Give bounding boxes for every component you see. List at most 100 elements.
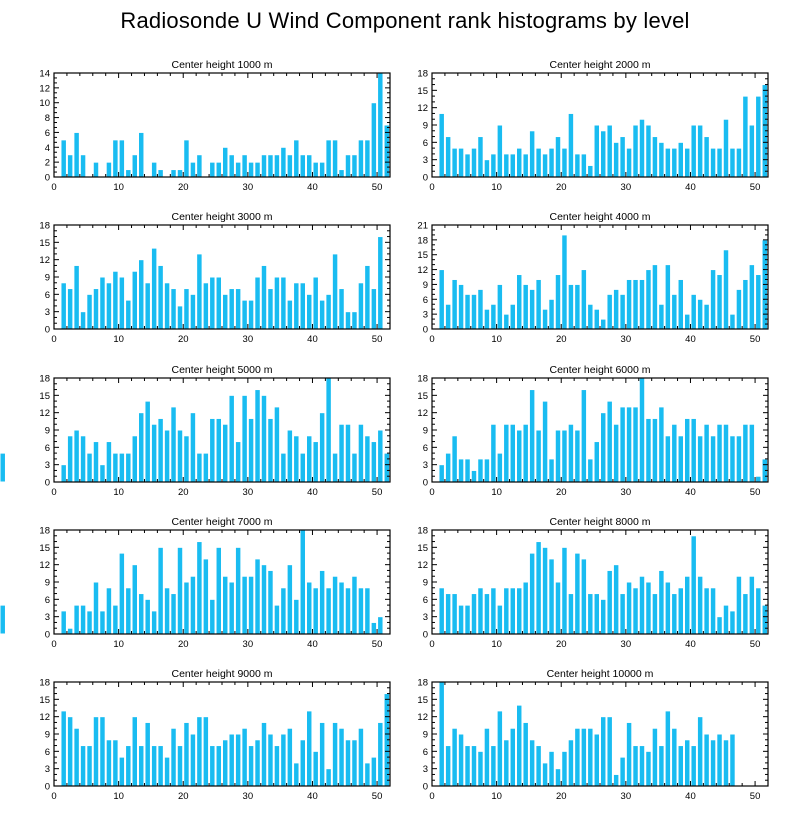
histogram-bar <box>651 264 659 330</box>
histogram-bar <box>202 282 210 330</box>
histogram-bar <box>464 604 471 635</box>
histogram-bar <box>338 288 345 330</box>
x-tick-label: 40 <box>307 487 318 498</box>
histogram-panel-2: Center height 2000 m 0 3 6 9 12 15 18 0 10 20 30 40 5… <box>417 59 769 193</box>
histogram-bar <box>574 283 581 330</box>
histogram-bar <box>131 154 139 178</box>
y-tick-label: 3 <box>45 764 50 775</box>
histogram-bar <box>370 288 378 330</box>
y-tick-label: 9 <box>45 426 50 437</box>
histogram-bar <box>144 721 151 787</box>
histogram-bar <box>273 154 281 178</box>
histogram-bar <box>703 303 710 330</box>
histogram-bar <box>260 154 268 178</box>
histogram-bar <box>189 412 197 483</box>
y-tick-label: 15 <box>39 543 50 554</box>
histogram-bar <box>144 282 151 330</box>
histogram-bar <box>729 435 736 483</box>
histogram-bar <box>748 264 756 330</box>
histogram-bar <box>280 452 287 483</box>
histogram-bar <box>755 274 762 330</box>
histogram-bar <box>541 762 549 787</box>
histogram-bar <box>247 745 255 787</box>
histogram-bar <box>658 569 665 635</box>
histogram-bar <box>645 124 652 178</box>
histogram-bar <box>196 253 203 330</box>
histogram-panel-5: Center height 5000 m 0 3 6 9 12 15 18 0 10 20 30 40 5… <box>39 364 391 498</box>
x-tick-label: 20 <box>178 639 189 650</box>
histogram-bar <box>325 293 332 330</box>
y-tick-label: 18 <box>417 678 428 689</box>
histogram-bar <box>716 147 723 178</box>
histogram-bar <box>254 389 261 483</box>
histogram-bar <box>73 429 80 483</box>
histogram-bar <box>247 417 255 483</box>
histogram-bar <box>157 169 164 178</box>
histogram-bar <box>503 153 510 178</box>
histogram-bar <box>351 575 358 635</box>
y-tick-label: 15 <box>417 391 428 402</box>
histogram-bar <box>60 464 67 483</box>
x-tick-label: 20 <box>178 182 189 193</box>
x-tick-label: 0 <box>429 791 434 802</box>
histogram-bar <box>150 161 158 178</box>
histogram-bar <box>125 169 132 178</box>
histogram-bar <box>438 464 445 483</box>
histogram-panel-7: Center height 7000 m 0 3 6 9 12 15 18 0 10 20 30 40 5… <box>39 516 391 650</box>
histogram-bar <box>189 733 197 787</box>
histogram-bar <box>247 161 255 178</box>
histogram-bar <box>163 282 171 330</box>
y-tick-label: 3 <box>423 155 428 166</box>
x-tick-label: 30 <box>621 334 632 345</box>
y-tick-label: 9 <box>423 730 428 741</box>
histogram-bar <box>306 581 313 635</box>
histogram-bar <box>293 762 300 787</box>
histogram-panel-4: Center height 4000 m 0 3 6 9 12 15 18 21 0 10 20 30 4… <box>417 211 769 345</box>
histogram-bar <box>370 621 378 635</box>
x-tick-label: 40 <box>307 639 318 650</box>
y-tick-label: 12 <box>39 255 50 266</box>
histogram-bar <box>606 716 613 787</box>
histogram-bar <box>176 546 184 635</box>
histogram-bar <box>299 739 306 787</box>
y-tick-label: 6 <box>423 595 428 606</box>
histogram-bar <box>457 283 465 330</box>
histogram-bar <box>66 435 74 483</box>
histogram-bar <box>522 721 529 787</box>
histogram-bar <box>755 475 762 483</box>
histogram-bar <box>138 131 145 178</box>
histogram-bar <box>105 282 113 330</box>
histogram-bar <box>709 739 717 787</box>
histogram-bar <box>344 423 352 483</box>
y-tick-label: 18 <box>417 235 428 246</box>
x-tick-label: 0 <box>51 487 56 498</box>
y-tick-label: 6 <box>45 290 50 301</box>
y-tick-label: 6 <box>45 747 50 758</box>
histogram-bar <box>684 575 691 635</box>
histogram-bar <box>438 269 445 330</box>
y-tick-label: 18 <box>417 69 428 80</box>
histogram-bar <box>587 593 594 635</box>
histogram-panel-10: Center height 10000 m 0 3 6 9 12 15 18 0 10 20 30 40… <box>417 668 769 802</box>
histogram-bar <box>490 745 497 787</box>
histogram-bar <box>735 575 743 635</box>
y-tick-label: 12 <box>417 103 428 114</box>
histogram-bar <box>503 423 510 483</box>
histogram-bar <box>325 768 332 787</box>
histogram-bar <box>696 435 704 483</box>
x-tick-label: 20 <box>178 791 189 802</box>
histogram-bar <box>92 161 100 178</box>
histogram-bar <box>451 435 458 483</box>
histogram-bar <box>612 288 620 330</box>
histogram-bar <box>561 147 568 178</box>
histogram-bar <box>535 147 542 178</box>
histogram-bar <box>112 139 119 178</box>
histogram-bar <box>703 423 710 483</box>
histogram-bar <box>286 299 294 330</box>
histogram-bar <box>247 299 255 330</box>
histogram-bar <box>196 716 203 787</box>
x-tick-label: 40 <box>685 639 696 650</box>
histogram-bar <box>535 745 542 787</box>
y-tick-label: 15 <box>39 695 50 706</box>
